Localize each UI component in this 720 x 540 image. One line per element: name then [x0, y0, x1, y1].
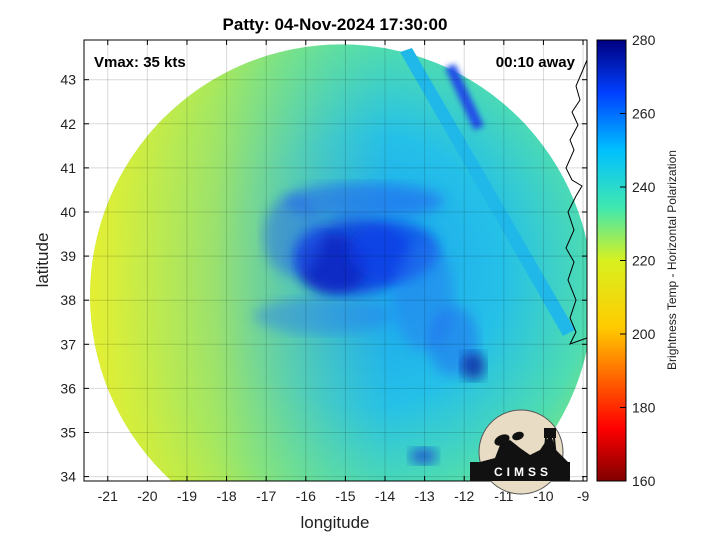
y-tick-label: 38: [60, 292, 76, 308]
logo-text: CIMSS: [494, 465, 552, 479]
y-axis-label: latitude: [33, 233, 52, 288]
x-axis-label: longitude: [300, 513, 369, 532]
cold-cloud-band: [461, 352, 486, 381]
x-tick-label: -10: [533, 488, 553, 504]
adjacent-swath-strip: [400, 48, 575, 336]
y-tick-label: 34: [60, 469, 76, 485]
x-tick-label: -15: [335, 488, 355, 504]
colorbar-tick-label: 220: [632, 253, 656, 269]
plot-area: -21 -20 -19 -18 -17 -16 -15 -14 -13 -12 -11 -10 -9 3…: [60, 39, 590, 504]
y-tick-label: 43: [60, 72, 76, 88]
vmax-annotation: Vmax: 35 kts: [94, 54, 186, 71]
coastline: [565, 59, 587, 345]
x-tick-label: -17: [256, 488, 276, 504]
colorbar-tick-label: 180: [632, 400, 656, 416]
chart-title: Patty: 04-Nov-2024 17:30:00: [223, 15, 448, 34]
x-tick-label: -16: [296, 488, 316, 504]
x-tick-label: -13: [414, 488, 434, 504]
colorbar-ticks: 160 180 200 220 240 260 280: [620, 32, 656, 489]
x-tick-label: -9: [577, 488, 590, 504]
x-tick-label: -18: [216, 488, 236, 504]
colorbar-tick-label: 160: [632, 473, 656, 489]
time-away-annotation: 00:10 away: [496, 54, 576, 71]
y-tick-label: 40: [60, 204, 76, 220]
cold-cloud-band: [283, 183, 444, 220]
cold-cloud-band: [263, 196, 324, 277]
colorbar-tick-label: 260: [632, 106, 656, 122]
colorbar-tick-label: 200: [632, 326, 656, 342]
y-tick-label: 35: [60, 424, 76, 440]
microwave-swath: [90, 44, 587, 481]
y-tick-label: 37: [60, 336, 76, 352]
y-axis-ticks: 34 35 36 37 38 39 40 41 42 43: [60, 72, 587, 485]
x-tick-label: -20: [137, 488, 157, 504]
adjacent-swath-cold-band: [445, 64, 484, 130]
x-axis-ticks: -21 -20 -19 -18 -17 -16 -15 -14 -13 -12 -11 -10 -9: [98, 40, 590, 504]
y-tick-label: 42: [60, 116, 76, 132]
x-tick-label: -12: [454, 488, 474, 504]
colorbar: 160 180 200 220 240 260 280 Brightness Temp - …: [596, 32, 679, 489]
y-tick-label: 41: [60, 160, 76, 176]
colorbar-tick-label: 240: [632, 179, 656, 195]
cimss-logo: CIMSS: [470, 409, 570, 495]
cold-cloud-band: [409, 448, 438, 465]
x-tick-label: -21: [98, 488, 118, 504]
y-tick-label: 36: [60, 380, 76, 396]
x-tick-label: -14: [375, 488, 395, 504]
x-tick-label: -19: [177, 488, 197, 504]
cold-cloud-band: [253, 298, 394, 335]
y-tick-label: 39: [60, 248, 76, 264]
colorbar-tick-label: 280: [632, 32, 656, 48]
colorbar-label: Brightness Temp - Horizontal Polarizatio…: [665, 150, 679, 370]
